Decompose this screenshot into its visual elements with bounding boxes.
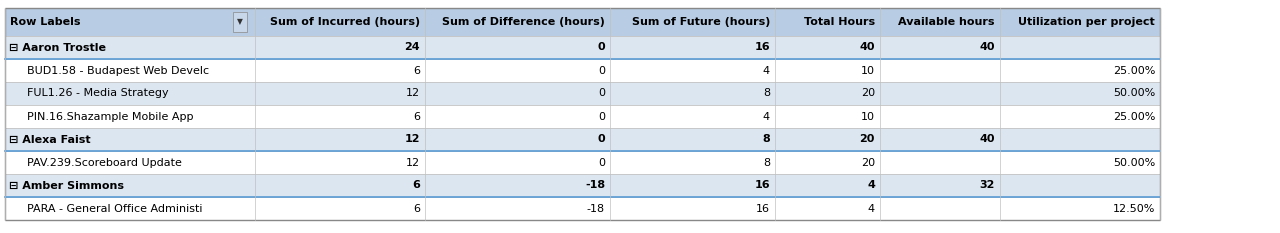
Text: ▼: ▼ <box>237 17 243 27</box>
Text: 8: 8 <box>763 89 771 99</box>
Text: Sum of Future (hours): Sum of Future (hours) <box>631 17 771 27</box>
Text: BUD1.58 - Budapest Web Develc: BUD1.58 - Budapest Web Develc <box>27 65 209 75</box>
Bar <box>5 128 1160 151</box>
Bar <box>5 174 1160 197</box>
Text: 40: 40 <box>859 42 876 52</box>
Text: 0: 0 <box>598 65 605 75</box>
Text: 4: 4 <box>763 65 771 75</box>
Bar <box>5 36 1160 59</box>
Text: 24: 24 <box>404 42 420 52</box>
Text: 50.00%: 50.00% <box>1112 89 1155 99</box>
Text: Total Hours: Total Hours <box>804 17 876 27</box>
Bar <box>5 151 1160 174</box>
Bar <box>5 59 1160 82</box>
Text: 0: 0 <box>598 112 605 121</box>
Text: 25.00%: 25.00% <box>1112 65 1155 75</box>
Text: 12: 12 <box>404 134 420 144</box>
Text: FUL1.26 - Media Strategy: FUL1.26 - Media Strategy <box>27 89 169 99</box>
Text: 12.50%: 12.50% <box>1112 203 1155 213</box>
Text: Sum of Incurred (hours): Sum of Incurred (hours) <box>270 17 420 27</box>
Text: 8: 8 <box>763 158 771 168</box>
Text: 6: 6 <box>412 181 420 191</box>
Text: Available hours: Available hours <box>899 17 995 27</box>
Text: -18: -18 <box>585 181 605 191</box>
Bar <box>5 8 1160 36</box>
Text: 6: 6 <box>413 203 420 213</box>
Text: ⊟ Amber Simmons: ⊟ Amber Simmons <box>9 181 124 191</box>
Text: 0: 0 <box>598 134 605 144</box>
Bar <box>5 105 1160 128</box>
Text: 16: 16 <box>754 181 771 191</box>
Text: 4: 4 <box>763 112 771 121</box>
Text: Row Labels: Row Labels <box>10 17 81 27</box>
Text: -18: -18 <box>586 203 605 213</box>
Text: 32: 32 <box>979 181 995 191</box>
Text: 10: 10 <box>861 112 876 121</box>
Bar <box>5 197 1160 220</box>
Text: 0: 0 <box>598 89 605 99</box>
Text: 0: 0 <box>598 158 605 168</box>
Text: ⊟ Alexa Faist: ⊟ Alexa Faist <box>9 134 91 144</box>
Text: 0: 0 <box>598 42 605 52</box>
Text: 50.00%: 50.00% <box>1112 158 1155 168</box>
Text: 16: 16 <box>754 42 771 52</box>
Text: 8: 8 <box>763 134 771 144</box>
Text: 12: 12 <box>406 89 420 99</box>
Text: PAV.239.Scoreboard Update: PAV.239.Scoreboard Update <box>27 158 182 168</box>
Text: 25.00%: 25.00% <box>1112 112 1155 121</box>
Bar <box>233 12 247 32</box>
Text: 40: 40 <box>979 42 995 52</box>
Text: ⊟ Aaron Trostle: ⊟ Aaron Trostle <box>9 42 106 52</box>
Text: PIN.16.Shazample Mobile App: PIN.16.Shazample Mobile App <box>27 112 193 121</box>
Text: 6: 6 <box>413 65 420 75</box>
Text: 4: 4 <box>868 203 876 213</box>
Text: 10: 10 <box>861 65 876 75</box>
Text: 40: 40 <box>979 134 995 144</box>
Text: PARA - General Office Administi: PARA - General Office Administi <box>27 203 202 213</box>
Text: Utilization per project: Utilization per project <box>1019 17 1155 27</box>
Text: 6: 6 <box>413 112 420 121</box>
Text: 16: 16 <box>756 203 771 213</box>
Text: 12: 12 <box>406 158 420 168</box>
Text: 20: 20 <box>861 89 876 99</box>
Bar <box>5 82 1160 105</box>
Text: 20: 20 <box>860 134 876 144</box>
Text: 20: 20 <box>861 158 876 168</box>
Text: Sum of Difference (hours): Sum of Difference (hours) <box>442 17 605 27</box>
Text: 4: 4 <box>867 181 876 191</box>
